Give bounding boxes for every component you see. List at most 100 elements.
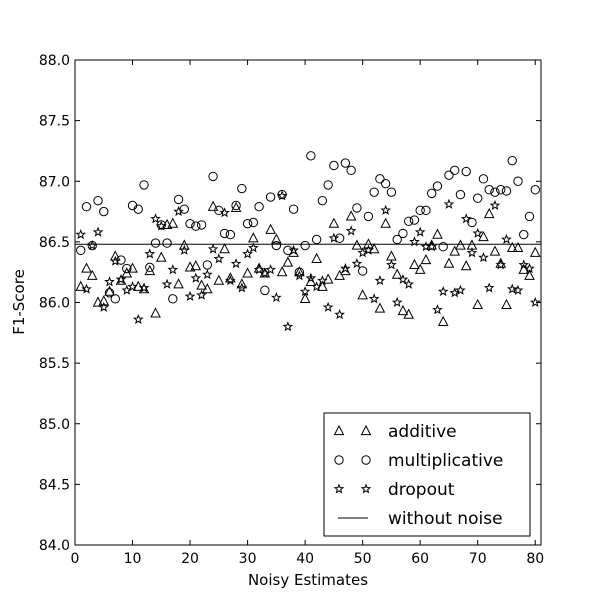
multiplicative-point (467, 217, 477, 228)
dropout-point (397, 273, 409, 284)
multiplicative-point (340, 158, 351, 168)
dropout-point (282, 321, 294, 332)
additive-point (506, 241, 518, 253)
dropout-point (271, 292, 282, 303)
dropout-point (202, 269, 213, 280)
dropout-point (230, 258, 242, 269)
additive-point (529, 246, 541, 257)
multiplicative-point (168, 294, 178, 304)
x-tick-label: 0 (71, 551, 80, 567)
additive-point (219, 243, 230, 254)
dropout-point (472, 227, 484, 238)
x-tick-label: 80 (526, 551, 544, 567)
legend-star-marker (333, 483, 345, 494)
multiplicative-point (202, 260, 213, 270)
dropout-point (219, 207, 230, 218)
multiplicative-point (81, 202, 92, 212)
y-tick-label: 87.0 (39, 174, 70, 190)
x-tick-label: 10 (124, 551, 142, 567)
multiplicative-point (225, 229, 236, 240)
y-tick-label: 86.0 (39, 296, 70, 312)
dropout-point (374, 275, 386, 286)
multiplicative-point (133, 204, 143, 214)
y-tick-label: 84.0 (39, 538, 70, 554)
multiplicative-point (346, 165, 356, 176)
multiplicative-point (122, 263, 132, 274)
dropout-point (132, 313, 144, 324)
additive-point (409, 258, 420, 270)
multiplicative-point (323, 180, 333, 190)
additive-point (230, 201, 242, 213)
multiplicative-point (501, 186, 512, 196)
multiplicative-point (450, 165, 460, 176)
multiplicative-point (271, 240, 282, 251)
additive-point (282, 256, 294, 267)
additive-point (345, 210, 357, 221)
dropout-point (265, 264, 276, 275)
multiplicative-point (455, 189, 466, 200)
additive-point (276, 266, 288, 277)
dropout-point (368, 293, 380, 304)
multiplicative-point (357, 266, 368, 276)
dropout-point (443, 198, 455, 209)
dropout-point (363, 244, 374, 255)
additive-point (161, 218, 173, 229)
multiplicative-point (93, 195, 103, 206)
dropout-point (437, 286, 449, 297)
legend-label: additive (388, 422, 457, 442)
dropout-point (207, 243, 219, 254)
multiplicative-point (461, 166, 471, 177)
multiplicative-point (490, 187, 500, 197)
multiplicative-point (403, 216, 414, 226)
dropout-point (512, 284, 524, 295)
additive-point (311, 252, 322, 263)
multiplicative-point (432, 181, 443, 191)
multiplicative-point (150, 238, 161, 248)
dropout-point (121, 284, 133, 295)
dropout-point (299, 285, 311, 297)
additive-point (512, 241, 524, 253)
multiplicative-point (231, 200, 241, 211)
additive-point (104, 285, 115, 296)
multiplicative-point (162, 238, 172, 248)
additive-point (357, 289, 368, 300)
additive-point (86, 269, 98, 280)
multiplicative-point (421, 205, 431, 216)
additive-point (414, 263, 426, 274)
dropout-point (294, 270, 305, 281)
multiplicative-point (76, 245, 86, 256)
additive-point (420, 253, 432, 265)
additive-point (259, 267, 271, 278)
multiplicative-point (179, 204, 190, 214)
y-tick-label: 87.5 (39, 114, 70, 130)
multiplicative-point (392, 234, 402, 245)
dropout-point (380, 204, 391, 215)
additive-point (201, 283, 213, 294)
multiplicative-point (507, 155, 517, 166)
additive-point (328, 217, 340, 228)
x-tick-label: 30 (239, 551, 257, 567)
multiplicative-point (104, 288, 115, 298)
dropout-point (178, 244, 190, 255)
multiplicative-point (398, 228, 408, 239)
multiplicative-point (317, 195, 328, 206)
dropout-point (345, 225, 357, 236)
y-tick-label: 84.5 (39, 477, 70, 493)
additive-point (236, 278, 248, 289)
legend-circle-marker (361, 455, 371, 465)
additive-point (178, 239, 190, 250)
additive-point (432, 228, 443, 239)
additive-point (207, 200, 219, 211)
multiplicative-point (242, 218, 253, 229)
additive-point (150, 307, 161, 318)
additive-point (190, 260, 202, 271)
additive-point (368, 243, 380, 254)
dropout-point (478, 252, 489, 263)
legend: additive multiplicative dropout without noi… (323, 412, 531, 537)
series-dropout (75, 190, 541, 332)
additive-point (518, 263, 530, 274)
multiplicative-point (375, 174, 385, 184)
additive-point (167, 217, 179, 228)
multiplicative-point (329, 160, 339, 171)
multiplicative-point (214, 205, 224, 216)
